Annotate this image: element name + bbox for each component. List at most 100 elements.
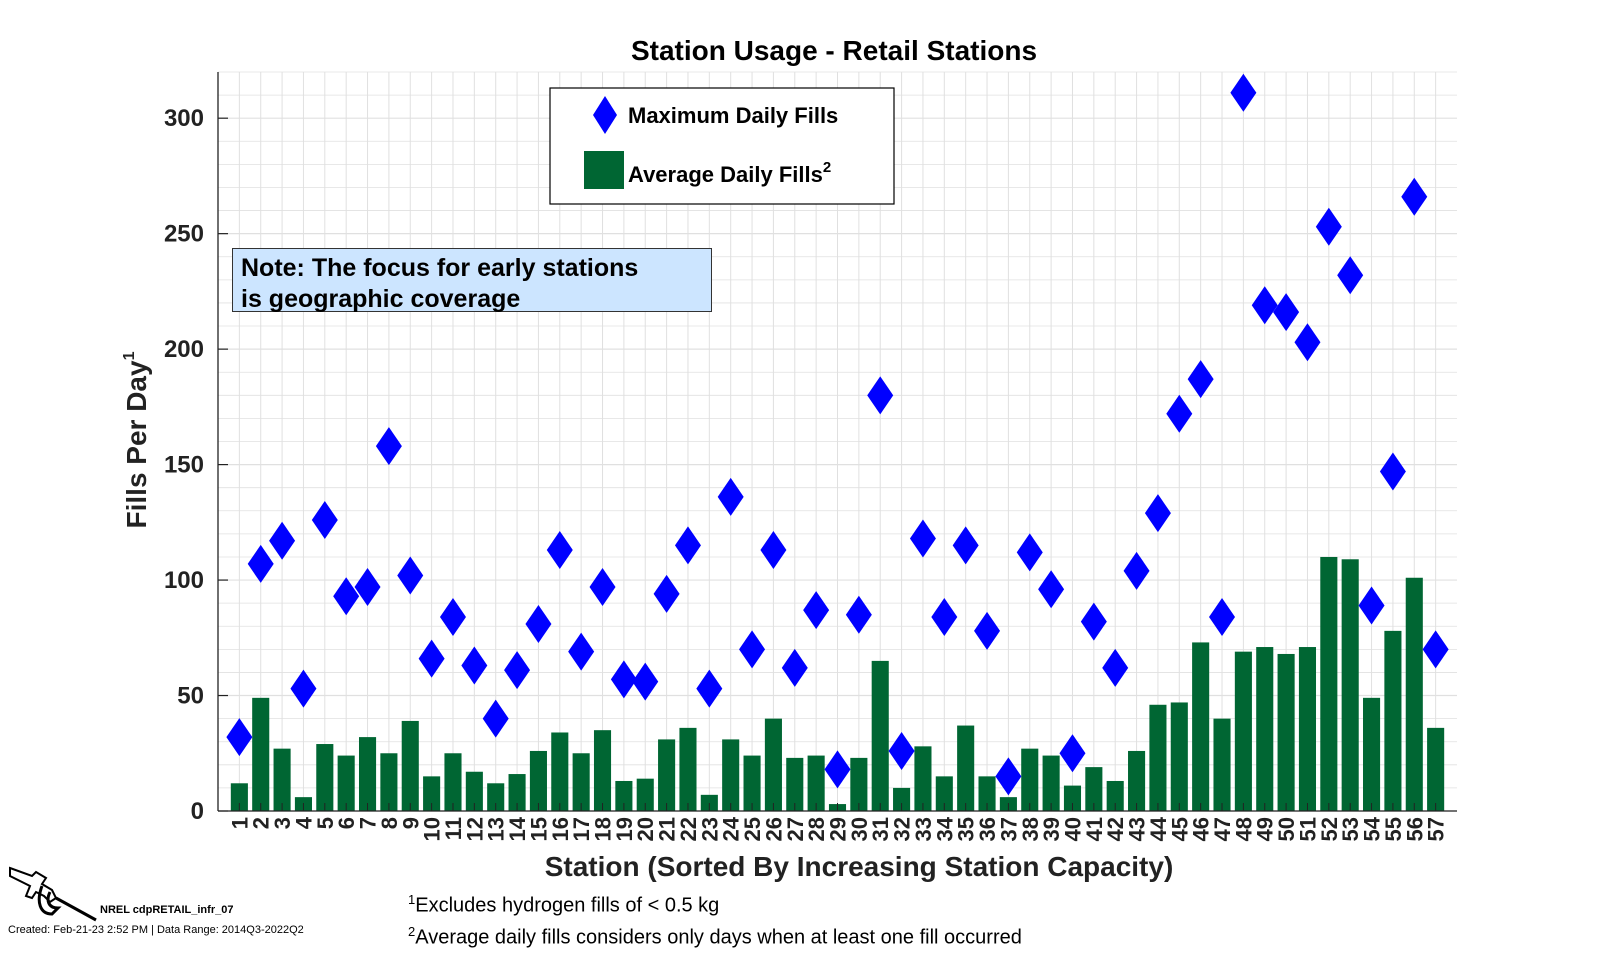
- footnote-1-mark: 1: [408, 892, 416, 907]
- x-tick-label: 45: [1167, 817, 1192, 841]
- average-fills-bars: [230, 556, 1445, 811]
- x-axis-label: Station (Sorted By Increasing Station Ca…: [545, 851, 1174, 882]
- max-fill-diamond: [995, 757, 1022, 796]
- avg-fill-bar: [1063, 785, 1082, 811]
- x-tick-label: 36: [975, 817, 1000, 841]
- avg-fill-bar: [1256, 647, 1274, 811]
- max-fill-diamond: [1379, 452, 1406, 491]
- avg-fill-bar: [551, 732, 569, 811]
- fuel-nozzle-icon: [9, 866, 97, 922]
- max-fill-diamond: [1358, 586, 1385, 625]
- x-tick-label: 25: [740, 817, 765, 841]
- x-tick-label: 44: [1146, 816, 1171, 841]
- max-fill-diamond: [1059, 734, 1086, 773]
- max-fill-diamond: [610, 660, 637, 699]
- max-fill-diamond: [1422, 630, 1449, 669]
- max-fill-diamond: [803, 591, 830, 630]
- y-tick-label: 50: [177, 683, 204, 710]
- avg-fill-bar: [358, 737, 377, 811]
- x-tick-label: 27: [783, 817, 808, 841]
- footnote-2-text: Average daily fills considers only days …: [415, 926, 1022, 949]
- x-tick-label: 9: [398, 817, 423, 829]
- legend: Maximum Daily Fills Average Daily Fills2: [549, 87, 895, 205]
- annotation-line-2: is geographic coverage: [241, 285, 521, 313]
- max-fill-diamond: [1315, 207, 1342, 246]
- y-tick-label: 300: [164, 105, 204, 132]
- x-tick-label: 42: [1103, 817, 1128, 841]
- avg-fill-bar: [1277, 653, 1295, 811]
- legend-max-label: Maximum Daily Fills: [628, 103, 838, 128]
- x-tick-label: 51: [1295, 817, 1320, 841]
- avg-fill-bar: [273, 748, 291, 811]
- legend-avg-superscript: 2: [823, 159, 831, 176]
- avg-fill-bar: [1405, 577, 1423, 811]
- y-axis-label: Fills Per Day1: [121, 351, 152, 528]
- x-tick-label: 20: [633, 817, 658, 841]
- avg-fill-bar: [1320, 556, 1338, 811]
- max-fill-diamond: [1251, 286, 1278, 325]
- avg-fill-bar: [252, 697, 270, 811]
- avg-fill-bar: [1341, 559, 1359, 811]
- max-fill-diamond: [1401, 177, 1428, 216]
- x-tick-label: 30: [847, 817, 872, 841]
- max-fill-diamond: [1273, 293, 1300, 332]
- x-tick-label: 47: [1210, 817, 1235, 841]
- avg-fill-bar: [1042, 755, 1060, 811]
- avg-fill-bar: [1085, 767, 1103, 811]
- avg-fill-bar: [935, 776, 953, 811]
- x-tick-label: 34: [932, 816, 957, 841]
- created-info: Created: Feb-21-23 2:52 PM | Data Range:…: [8, 924, 304, 936]
- max-fill-diamond: [1016, 533, 1043, 572]
- max-fill-diamond: [397, 556, 424, 595]
- x-tick-label: 52: [1317, 817, 1342, 841]
- x-tick-label: 10: [420, 817, 445, 841]
- avg-fill-bar: [1384, 630, 1402, 811]
- legend-bar-swatch: [584, 151, 624, 189]
- max-fill-diamond: [909, 519, 936, 558]
- max-fill-diamond: [632, 662, 659, 701]
- x-tick-labels: 1234567891011121314151617181920212223242…: [227, 803, 1449, 841]
- x-tick-label: 41: [1082, 817, 1107, 841]
- max-fill-diamond: [439, 598, 466, 637]
- y-tick-label: 250: [164, 221, 204, 248]
- x-tick-label: 1: [227, 817, 252, 829]
- max-fill-diamond: [952, 526, 979, 565]
- avg-fill-bar: [957, 725, 975, 811]
- x-tick-label: 8: [377, 817, 402, 829]
- footnote-1: 1Excludes hydrogen fills of < 0.5 kg: [408, 892, 719, 918]
- max-fill-diamond: [333, 577, 360, 616]
- x-tick-label: 15: [526, 817, 551, 841]
- avg-fill-bar: [1021, 748, 1039, 811]
- avg-fill-bar: [572, 753, 590, 811]
- avg-fill-bar: [722, 739, 740, 811]
- max-fill-diamond: [504, 651, 531, 690]
- x-tick-label: 11: [441, 817, 466, 840]
- max-fill-diamond: [674, 526, 701, 565]
- x-tick-label: 29: [826, 817, 851, 841]
- max-fill-diamond: [461, 646, 488, 685]
- x-tick-label: 17: [569, 817, 594, 841]
- x-tick-label: 19: [612, 817, 637, 841]
- max-fill-diamond: [1144, 494, 1171, 533]
- avg-fill-bar: [465, 771, 483, 811]
- max-fill-diamond: [482, 699, 509, 738]
- avg-fill-bar: [1170, 702, 1188, 811]
- max-fill-diamond: [1123, 551, 1150, 590]
- x-tick-label: 28: [804, 817, 829, 841]
- avg-fill-bar: [743, 755, 761, 811]
- x-tick-label: 6: [334, 817, 359, 829]
- avg-fill-bar: [1106, 780, 1124, 811]
- x-tick-label: 39: [1039, 817, 1064, 841]
- x-tick-label: 57: [1424, 817, 1449, 841]
- max-fill-diamond: [1337, 256, 1364, 295]
- x-tick-label: 49: [1253, 817, 1278, 841]
- footnote-1-text: Excludes hydrogen fills of < 0.5 kg: [415, 894, 720, 917]
- y-axis-label-group: Fills Per Day1: [121, 351, 152, 528]
- max-fill-diamond: [1187, 360, 1214, 399]
- avg-fill-bar: [593, 730, 612, 811]
- maximum-fills-diamonds: [226, 73, 1449, 796]
- max-fill-diamond: [247, 544, 274, 583]
- max-fill-diamond: [739, 630, 766, 669]
- avg-fill-bar: [679, 727, 697, 811]
- avg-fill-bar: [529, 750, 547, 811]
